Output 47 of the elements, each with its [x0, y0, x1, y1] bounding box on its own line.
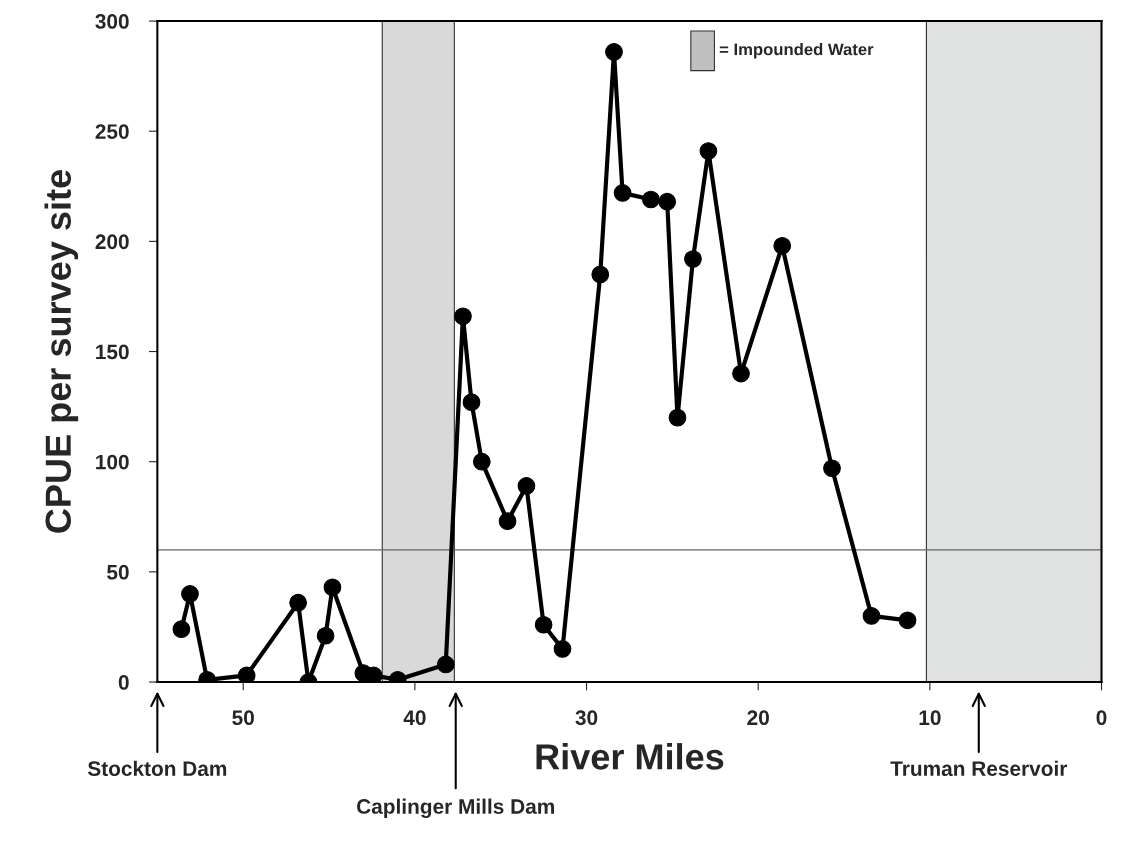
- point: [172, 620, 191, 638]
- point: [237, 666, 256, 683]
- point: [732, 364, 750, 383]
- point: [684, 250, 702, 268]
- text: Stockton Dam: [87, 760, 227, 777]
- point: [605, 43, 623, 61]
- point: [289, 593, 307, 612]
- point: [462, 393, 481, 412]
- point: [823, 459, 841, 478]
- annotation: = Impounded Water: [719, 43, 874, 59]
- x-tick-label: 20: [747, 710, 769, 726]
- y-tick-label: 200: [95, 234, 129, 250]
- y-tick-label: 300: [95, 14, 129, 29]
- point: [323, 578, 342, 597]
- point: [773, 236, 792, 255]
- point: [534, 615, 553, 634]
- x-tick-label: 10: [919, 710, 941, 726]
- point: [898, 611, 917, 630]
- y-tick-label: 0: [118, 675, 129, 690]
- y-tick-label: 50: [107, 564, 129, 580]
- point: [316, 626, 335, 645]
- point: [364, 666, 383, 683]
- y-tick-label: 100: [96, 454, 129, 470]
- point: [658, 192, 677, 211]
- point: [642, 190, 660, 209]
- y-tick-label: 250: [95, 124, 129, 139]
- point: [436, 655, 455, 674]
- point: [668, 408, 687, 427]
- point: [591, 265, 610, 284]
- point: [613, 184, 632, 202]
- x-axis-title: River Miles: [536, 743, 724, 770]
- point: [181, 585, 199, 603]
- point: [472, 452, 491, 471]
- text: Truman Reservoir: [890, 760, 1068, 777]
- x-tick-label: 40: [403, 710, 426, 726]
- y-axis-title: CPUE per survey site: [44, 170, 79, 533]
- y-tick-label: 150: [96, 344, 129, 360]
- x-tick-label: 50: [232, 710, 254, 726]
- text: Caplinger Mills Dam: [357, 798, 554, 819]
- point: [454, 307, 472, 326]
- point: [553, 640, 572, 658]
- point: [862, 607, 881, 625]
- point: [498, 512, 517, 531]
- x-tick-label: 0: [1096, 710, 1107, 726]
- x-tick-label: 30: [575, 710, 598, 726]
- point: [699, 142, 718, 160]
- point: [517, 477, 536, 495]
